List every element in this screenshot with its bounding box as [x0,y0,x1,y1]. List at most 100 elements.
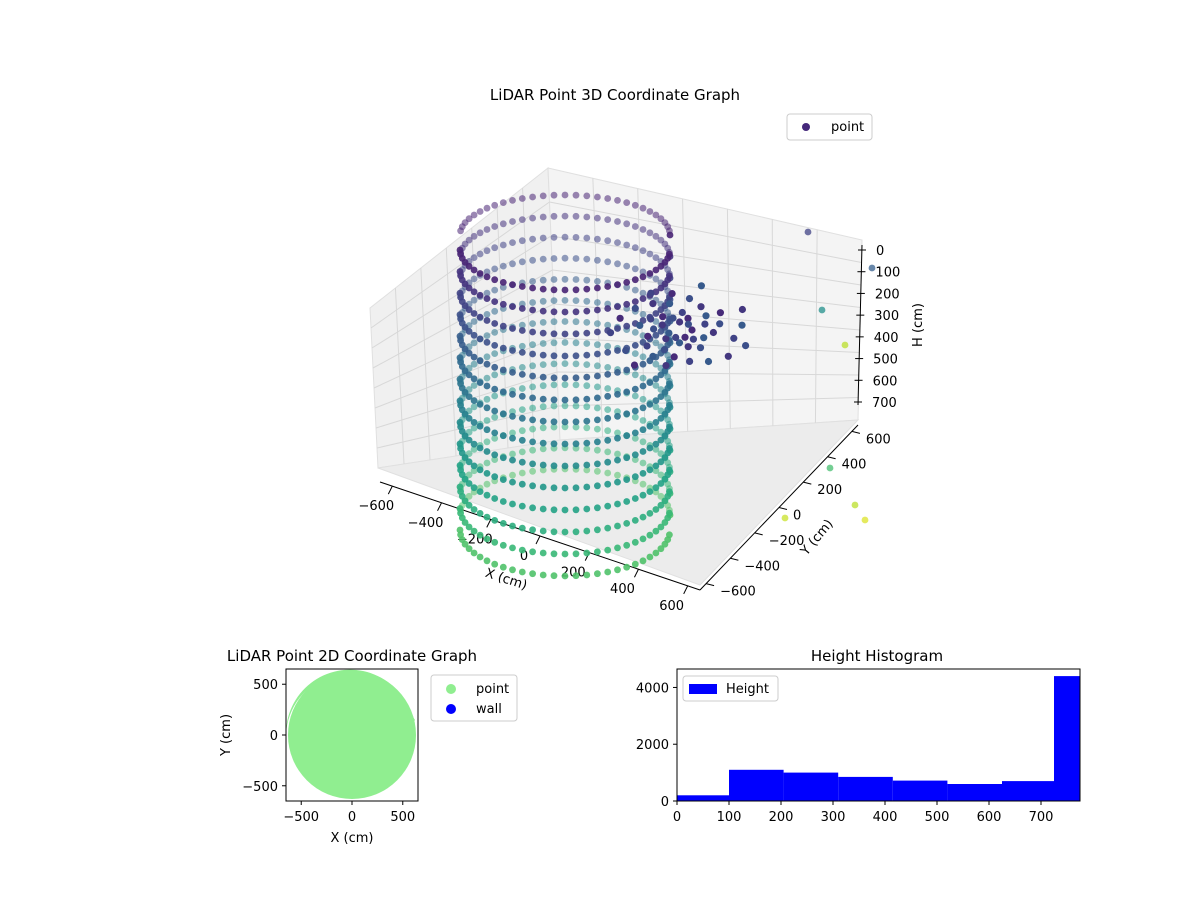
point-3d [518,349,526,356]
point-3d [709,328,718,337]
point-3d [572,528,580,536]
point-3d [483,289,491,297]
point-3d [659,313,667,321]
point-3d [652,549,660,557]
ticks-2d: −500 0 500 500 0 −500 [242,678,415,825]
point-3d [661,497,669,505]
point-3d [529,446,536,454]
point-3d [652,266,660,274]
point-3d [668,290,676,298]
point-3d [470,440,478,448]
point-3d [594,278,601,285]
x-tick-3d [634,569,639,578]
point-3d [529,362,536,370]
point-3d [476,291,484,299]
point-3d [539,417,547,425]
point-3d [509,239,516,247]
point-3d [539,234,547,242]
point-3d [604,436,612,444]
point-3d [572,572,580,580]
point-3d [491,307,499,315]
point-3d [672,333,680,342]
point-disc-fill [288,671,416,799]
point-3d [499,520,507,527]
point-3d [550,318,558,326]
x-tick-label-hist: 300 [821,810,846,825]
point-3d [550,191,558,199]
point-3d [646,250,654,258]
point-3d [491,473,499,481]
point-3d [647,315,655,323]
point-3d [631,517,639,524]
point-3d [661,432,669,440]
point-3d [636,321,644,329]
point-3d [583,549,591,557]
point-3d [681,333,689,341]
point-3d [614,281,621,288]
point-3d [529,341,536,349]
point-3d [470,254,478,261]
y-tick-3d [778,507,788,510]
point-3d [550,374,558,382]
point-3d [491,201,499,209]
point-3d [483,448,491,455]
point-3d [583,297,591,305]
point-3d [614,450,621,458]
grid-line [552,269,861,308]
point-3d [639,448,647,455]
y-tick-3d [730,557,739,561]
point-3d [476,444,484,452]
point-3d [518,427,526,435]
point-3d [572,318,580,326]
point-3d [470,296,478,304]
point-3d [583,373,591,381]
point-3d [461,519,469,526]
point-3d [461,432,469,440]
point-3d [539,255,547,263]
point-3d [529,235,536,243]
point-3d [476,229,484,237]
point-3d [623,199,631,207]
y-tick-3d [827,456,836,460]
histogram-bar [947,784,1002,801]
point-3d [639,491,647,499]
point-3d [529,460,536,468]
point-3d [614,471,621,479]
point-3d [550,360,558,368]
point-3d [550,276,558,283]
point-3d [639,311,647,318]
point-3d [561,308,569,316]
point-3d [604,216,612,224]
point-3d [529,548,536,556]
point-3d [509,471,516,479]
point-3d [470,484,478,492]
point-3d [476,466,484,474]
point-3d [604,321,612,329]
point-3d [657,458,665,466]
point-3d [631,304,639,312]
point-3d [491,276,499,284]
legend-2d: point wall [430,674,518,722]
point-3d [604,195,612,202]
point-3d [539,505,547,513]
point-3d [649,300,657,308]
point-3d-outlier [868,264,876,272]
point-3d [550,330,558,338]
point-3d [561,212,569,220]
point-3d [657,415,665,422]
grid-line [549,201,862,263]
point-3d [604,392,612,400]
point-3d-outlier [851,501,859,509]
point-3d [594,284,601,292]
point-3d [697,282,706,290]
point-3d [631,392,639,400]
z-ticks-3d: 0 100 200 300 400 500 600 700 [854,244,900,411]
point-3d [614,218,621,225]
point-3d [678,308,686,317]
point-3d [539,382,547,390]
point-3d [470,310,478,317]
point-3d [465,501,473,509]
point-3d [483,417,491,424]
point-3d [476,335,484,343]
point-3d [604,414,612,422]
